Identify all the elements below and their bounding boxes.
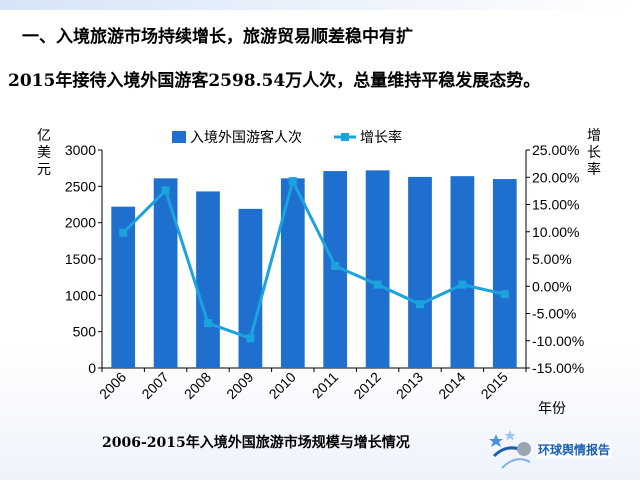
chart-legend: 入境外国游客人次 增长率 [172, 129, 402, 145]
y-right-unit-label: 增长率 [587, 128, 601, 178]
y-right-tick-label: -15.00% [532, 360, 584, 376]
x-tick-label: 2008 [181, 369, 214, 402]
legend-bar-label: 入境外国游客人次 [190, 129, 302, 145]
y-left-tick-label: 2500 [65, 178, 96, 194]
x-tick-label: 2011 [309, 369, 342, 402]
y-right-tick-label: 5.00% [532, 251, 572, 267]
y-left-tick-label: 1000 [65, 287, 96, 303]
x-tick-label: 2014 [435, 369, 468, 402]
logo-text: 环球舆情报告 [536, 441, 613, 458]
bar-2013 [408, 176, 432, 368]
chart-bars [111, 170, 517, 368]
y-left-tick-label: 1500 [65, 251, 96, 267]
slide-subtitle: 2015年接待入境外国游客2598.54万人次，总量维持平稳发展态势。 [8, 71, 541, 91]
brand-logo [489, 430, 531, 469]
top-decor-band [0, 0, 640, 10]
bar-2006 [111, 206, 136, 368]
x-tick-label: 2015 [478, 369, 511, 402]
chart-caption: 2006-2015年入境外国旅游市场规模与增长情况 [102, 435, 410, 451]
x-tick-label: 2012 [350, 369, 383, 402]
x-tick-label: 2010 [266, 369, 299, 402]
growth-point-2010 [288, 177, 297, 186]
chart-x-ticks: 2006 2007 2008 2009 2010 2011 2012 2013 2014 2015 [96, 368, 527, 402]
bar-2010 [280, 178, 305, 368]
growth-point-2008 [204, 319, 212, 328]
y-left-tick-label: 500 [73, 324, 97, 340]
x-tick-label: 2007 [138, 369, 171, 402]
growth-rate-polyline [122, 176, 506, 341]
bar-2009 [238, 208, 263, 368]
legend-line-label: 增长率 [360, 129, 402, 145]
y-left-tick-label: 0 [88, 360, 96, 376]
growth-point-2007 [161, 186, 170, 195]
wechat-icon [517, 442, 531, 456]
bar-2014 [450, 176, 475, 368]
y-left-tick-label: 3000 [65, 142, 96, 158]
bar-2007 [153, 178, 178, 368]
y-left-tick-label: 2000 [65, 215, 96, 231]
bar-2012 [365, 170, 390, 368]
bar-2015 [492, 179, 517, 368]
y-left-unit-label: 亿美元 [37, 128, 51, 178]
growth-point-2006 [119, 228, 128, 237]
y-right-tick-label: -10.00% [532, 333, 584, 349]
x-tick-label: 2006 [96, 369, 129, 402]
y-right-tick-label: 15.00% [532, 197, 579, 213]
x-tick-label: 2009 [223, 369, 256, 402]
growth-point-2011 [331, 261, 340, 270]
growth-point-2015 [500, 290, 509, 299]
x-axis-label: 年份 [538, 400, 566, 416]
y-right-tick-label: 25.00% [532, 142, 579, 158]
growth-point-2009 [246, 334, 255, 343]
growth-point-2013 [416, 300, 424, 309]
chart-growth-line [119, 176, 509, 343]
y-right-tick-label: 0.00% [532, 278, 572, 294]
slide-heading: 一、入境旅游市场持续增长，旅游贸易顺差稳中有扩 [22, 27, 413, 47]
y-right-tick-label: -5.00% [532, 306, 576, 322]
growth-point-2014 [458, 280, 467, 289]
y-right-tick-label: 20.00% [532, 169, 579, 185]
legend-line-marker [341, 133, 349, 141]
bar-2008 [196, 191, 220, 368]
y-right-tick-label: 10.00% [532, 224, 579, 240]
legend-bar-swatch [172, 131, 186, 143]
growth-point-2012 [373, 280, 382, 289]
x-tick-label: 2013 [393, 369, 426, 402]
